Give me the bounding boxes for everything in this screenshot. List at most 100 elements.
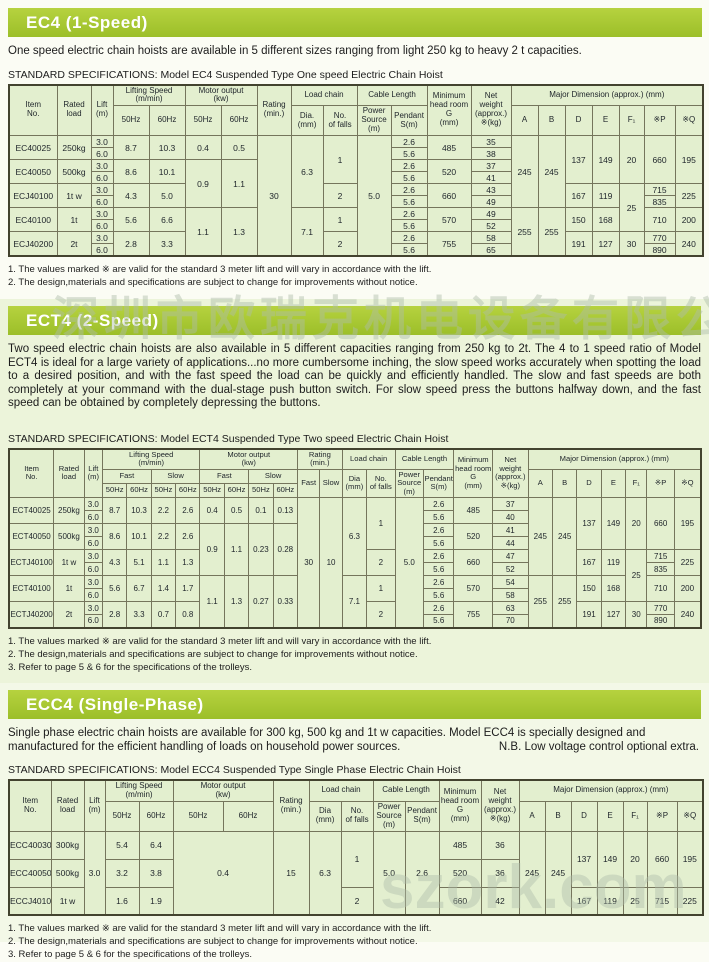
table-cell: 3.0 [83,575,103,589]
table-header-cell: 60Hz [148,105,186,137]
table-cell: 0.23 [248,523,274,576]
table-cell: 10 [319,497,343,628]
table-cell: 37 [492,497,529,511]
section-header-ect4: ECT4 (2-Speed) [8,306,701,335]
table-header-cell: Motor output (kw) [172,779,274,802]
section-ecc4: ECC4 (Single-Phase) Single phase electri… [0,683,709,960]
ecc4-intro-main: Single phase electric chain hoists are a… [8,727,646,753]
table-header-cell: Net weight (approx.) ※(kg) [480,779,520,832]
table-cell: 137 [576,497,602,550]
ect4-notes: 1. The values marked ※ are valid for the… [8,635,701,674]
table-header-cell: F₁ [618,105,645,137]
table-header-cell: 60Hz [175,482,201,499]
table-cell: 15 [272,830,310,916]
table-cell: 58 [470,231,512,245]
table-cell: 485 [426,135,472,161]
table-header-cell: Major Dimension (approx.) (mm) [527,448,702,470]
table-cell: 6.0 [90,147,114,161]
table-header-cell: ※Q [676,800,704,832]
table-header-cell: Lift (m) [83,448,103,498]
table-cell: 570 [426,207,472,233]
table-header-cell: 60Hz [126,482,152,499]
table-cell: 2 [322,231,358,257]
table-cell: 0.5 [220,135,258,161]
table-cell: 3.3 [148,231,186,257]
table-header-cell: Dia. (mm) [290,105,324,137]
table-cell: 149 [591,135,620,185]
table-cell: 2t [53,601,85,628]
table-cell: 41 [470,171,512,185]
table-header-cell: Lifting Speed (m/min) [101,448,201,470]
table-cell: 25 [622,886,648,916]
table-cell: 710 [646,575,675,602]
table-cell: 3.0 [90,207,114,221]
table-header-cell: E [600,468,627,498]
table-header-cell: B [551,468,578,498]
table-cell: 195 [673,497,702,550]
table-cell: 660 [646,830,678,888]
table-cell: 47 [492,549,529,563]
table-cell: 770 [643,231,676,245]
table-cell: 6.4 [138,830,174,860]
note-line: 3. Refer to page 5 & 6 for the specifica… [8,949,252,961]
table-header-cell: Item No. [8,779,52,832]
table-cell: 0.8 [175,601,201,628]
table-cell: 570 [453,575,494,602]
table-cell: 1t [56,207,92,233]
table-header-cell: Power Source (m) [356,105,392,137]
table-header-cell: Item No. [8,448,55,498]
table-cell: 0.33 [272,575,299,628]
table-cell: 6.3 [308,830,342,916]
table-cell: 7.1 [290,207,324,257]
table-cell: 500kg [56,159,92,185]
table-header-cell: Load chain [290,83,358,107]
table-header-cell: Net weight (approx.) ※(kg) [470,83,512,137]
table-cell: 485 [453,497,494,524]
ect4-spec-title: STANDARD SPECIFICATIONS: Model ECT4 Susp… [8,432,449,445]
table-cell: 195 [676,830,704,888]
table-cell: 0.13 [272,497,299,524]
table-cell: 0.9 [184,159,222,209]
table-header-cell: B [537,105,566,137]
table-cell: 54 [492,575,529,589]
table-cell: 0.1 [248,497,274,524]
table-header-cell: 60Hz [272,482,299,499]
table-header-cell: No. of falls [322,105,358,137]
ec4-intro-text: One speed electric chain hoists are avai… [8,45,582,57]
table-cell: 43 [470,183,512,197]
table-cell: 195 [674,135,704,185]
table-cell: 149 [600,497,627,550]
table-cell: 520 [453,523,494,550]
table-cell: 8.6 [101,523,128,550]
table-cell: 2.2 [150,523,177,550]
table-header-cell: Load chain [341,448,396,470]
table-cell: 5.0 [394,497,424,628]
table-cell: 1.3 [220,207,258,257]
table-cell: 250kg [56,135,92,161]
table-cell: 2 [366,601,396,628]
table-header-cell: Pendant S(m) [404,800,440,832]
table-header-cell: E [591,105,620,137]
table-cell: 770 [646,601,675,615]
table-cell: 127 [591,231,620,257]
table-cell: 5.6 [422,536,455,550]
table-header-cell: 50Hz [172,800,224,832]
table-header-cell: No. of falls [366,468,396,498]
table-cell: 2.6 [422,497,455,511]
table-cell: 1.1 [184,207,222,257]
table-cell: 41 [492,523,529,537]
table-cell: 245 [510,135,539,209]
table-cell: 2.6 [422,601,455,615]
table-cell: 10.3 [126,497,152,524]
table-cell: 6.0 [83,588,103,602]
table-cell: 240 [673,601,702,628]
table-cell: 835 [646,562,675,576]
table-header-cell: Minimum head room G (mm) [426,83,472,137]
table-header-cell: Lift (m) [83,779,106,832]
table-cell: 3.0 [83,497,103,511]
ect4-spec-table: Item No. Rated load Lift (m) Lifting Speed … [8,447,702,629]
table-cell: 255 [527,575,553,628]
table-cell: 58 [492,588,529,602]
table-cell: 3.0 [90,183,114,197]
table-cell: 1.3 [175,549,201,576]
